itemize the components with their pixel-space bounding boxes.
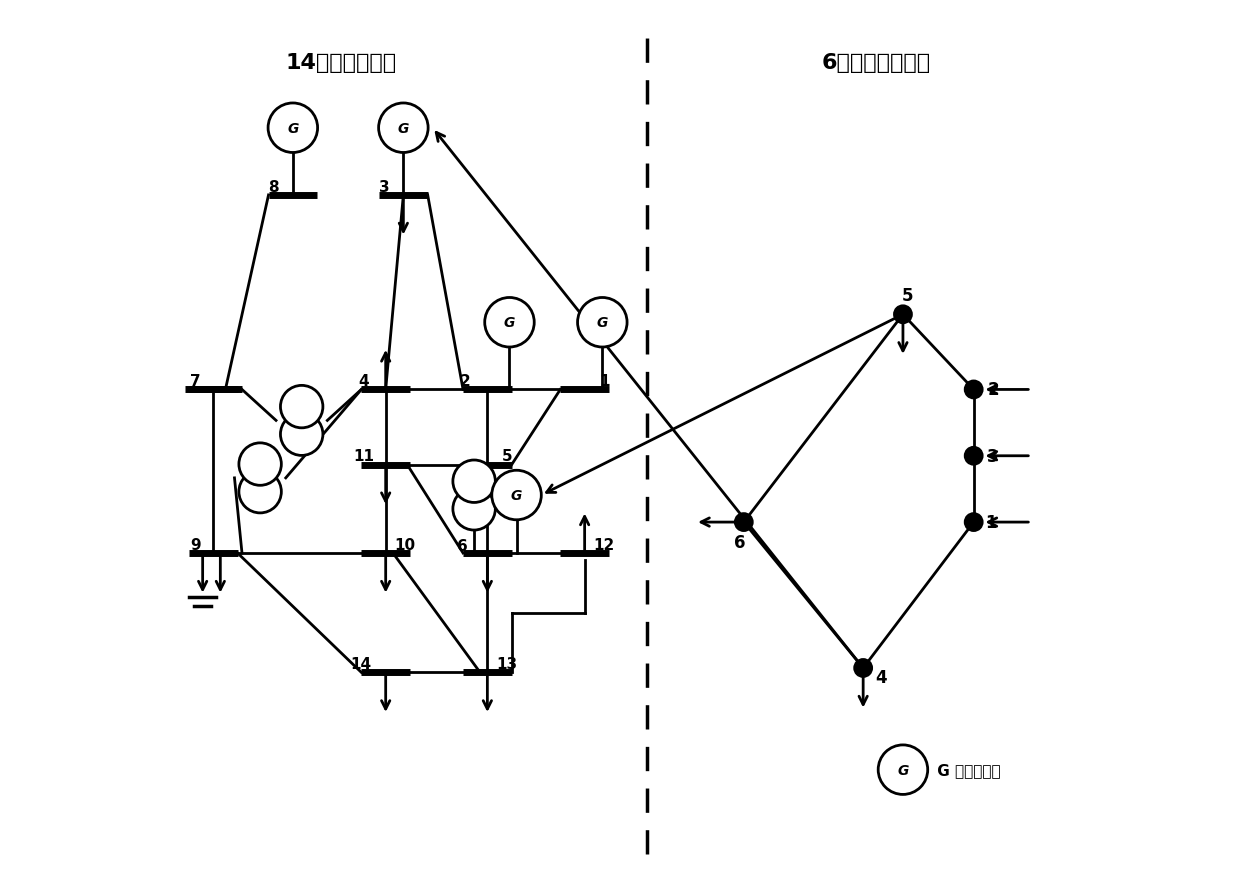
Text: 12: 12	[594, 537, 615, 552]
Text: 3: 3	[378, 179, 389, 194]
Circle shape	[239, 443, 281, 486]
Circle shape	[280, 386, 322, 428]
Text: 4: 4	[875, 668, 887, 686]
Text: G: G	[288, 121, 299, 136]
Circle shape	[894, 306, 911, 323]
Text: 10: 10	[394, 537, 415, 552]
Text: 5: 5	[901, 286, 913, 305]
Text: 14节点电力系统: 14节点电力系统	[286, 53, 397, 74]
Text: G: G	[596, 316, 608, 330]
Circle shape	[854, 659, 872, 677]
Text: G: G	[398, 121, 409, 136]
Text: 1: 1	[599, 374, 609, 389]
Circle shape	[280, 414, 322, 456]
Circle shape	[578, 299, 627, 347]
Text: 3: 3	[987, 447, 999, 465]
Text: 11: 11	[353, 448, 374, 463]
Circle shape	[965, 447, 982, 465]
Circle shape	[453, 461, 495, 503]
Circle shape	[239, 471, 281, 513]
Text: 2: 2	[460, 374, 471, 389]
Circle shape	[453, 488, 495, 531]
Circle shape	[735, 514, 753, 532]
Circle shape	[965, 381, 982, 399]
Text: 14: 14	[351, 657, 372, 672]
Circle shape	[268, 104, 317, 153]
Circle shape	[485, 299, 534, 347]
Text: 5: 5	[501, 448, 512, 463]
Text: 6: 6	[458, 539, 467, 554]
Text: 7: 7	[190, 374, 201, 389]
Circle shape	[878, 745, 928, 795]
Text: 6节点天然气系统: 6节点天然气系统	[822, 53, 931, 74]
Text: 9: 9	[190, 537, 201, 552]
Text: 2: 2	[987, 381, 999, 399]
Text: G: G	[511, 488, 522, 502]
Circle shape	[378, 104, 428, 153]
Text: 1: 1	[986, 514, 997, 532]
Circle shape	[965, 514, 982, 532]
Text: 13: 13	[496, 657, 517, 672]
Text: G 代表发电机: G 代表发电机	[932, 762, 1001, 777]
Text: G: G	[898, 763, 909, 777]
Text: 8: 8	[268, 179, 279, 194]
Text: 6: 6	[734, 533, 745, 551]
Text: G: G	[503, 316, 515, 330]
Circle shape	[492, 470, 542, 520]
Text: 4: 4	[358, 374, 368, 389]
